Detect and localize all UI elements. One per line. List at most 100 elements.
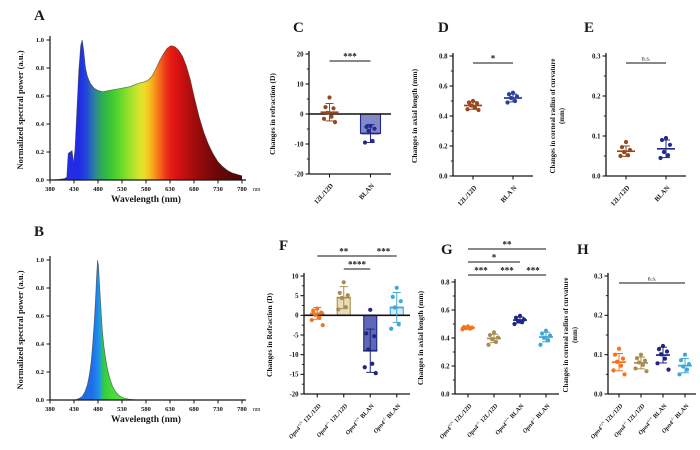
svg-text:**: ** — [503, 240, 513, 250]
svg-text:**: ** — [339, 247, 349, 257]
svg-text:20: 20 — [297, 51, 304, 58]
svg-text:0.8: 0.8 — [36, 285, 45, 292]
panel-c: C 20 10 0 -10 -20 12L/12D BLAN *** Changes in re… — [263, 18, 400, 233]
svg-text:-5: -5 — [293, 332, 299, 339]
panel-b-label: B — [34, 224, 45, 240]
panel-e-label: E — [584, 20, 595, 36]
svg-text:0.6: 0.6 — [36, 93, 45, 100]
svg-text:12L/12D: 12L/12D — [313, 183, 335, 206]
svg-text:n.s.: n.s. — [647, 276, 656, 283]
svg-text:780: 780 — [237, 186, 247, 193]
svg-text:nm: nm — [253, 407, 261, 413]
svg-text:530: 530 — [117, 406, 127, 413]
svg-text:1.0: 1.0 — [36, 257, 44, 264]
svg-text:***: *** — [474, 266, 488, 276]
panel-c-label: C — [293, 20, 304, 36]
svg-text:****: **** — [348, 260, 367, 270]
svg-text:0: 0 — [300, 111, 304, 118]
svg-text:630: 630 — [165, 406, 175, 413]
svg-text:0.3: 0.3 — [592, 53, 601, 60]
svg-text:-10: -10 — [294, 141, 304, 148]
svg-text:730: 730 — [213, 406, 223, 413]
panel-b: B 0.0 0.2 0.4 0.6 0.8 1.0 380 430 480 530 580 630 68… — [12, 224, 262, 444]
svg-text:Changes in refraction (D): Changes in refraction (D) — [268, 73, 277, 155]
svg-text:Changes in corneal radius of c: Changes in corneal radius of curvature — [563, 278, 570, 393]
svg-text:Wavelength (nm): Wavelength (nm) — [111, 194, 181, 205]
svg-text:Opn4-/- BLAN: Opn4-/- BLAN — [520, 401, 551, 435]
svg-text:0.4: 0.4 — [441, 335, 450, 342]
svg-text:0.2: 0.2 — [592, 93, 601, 100]
svg-text:0.4: 0.4 — [36, 121, 45, 128]
panel-g: G 0.8 0.6 0.4 0.2 0.0 Opn4+/+ 12L/12D Opn4-/- … — [415, 232, 563, 450]
svg-text:Opn4-/- BLAN: Opn4-/- BLAN — [371, 401, 402, 435]
svg-text:0.4: 0.4 — [439, 113, 448, 120]
svg-text:-20: -20 — [289, 391, 299, 398]
svg-text:0.0: 0.0 — [592, 173, 601, 180]
svg-text:780: 780 — [237, 406, 247, 413]
svg-text:***: *** — [343, 52, 357, 62]
svg-text:680: 680 — [189, 186, 199, 193]
svg-text:0.4: 0.4 — [36, 341, 45, 348]
panel-g-label: G — [441, 242, 453, 258]
svg-text:580: 580 — [141, 406, 151, 413]
panel-d: D 0.8 0.6 0.4 0.2 0.0 12L/12D BLA N * Changes in… — [403, 18, 545, 233]
svg-text:430: 430 — [69, 186, 79, 193]
svg-text:0.0: 0.0 — [594, 391, 603, 398]
svg-text:***: *** — [500, 266, 514, 276]
svg-text:730: 730 — [213, 186, 223, 193]
svg-text:BLAN: BLAN — [358, 183, 376, 202]
svg-text:0.1: 0.1 — [592, 133, 601, 140]
svg-text:***: *** — [377, 247, 391, 257]
svg-text:480: 480 — [93, 186, 103, 193]
svg-text:nm: nm — [253, 187, 261, 193]
svg-text:Changes in axial length (mm): Changes in axial length (mm) — [410, 68, 419, 163]
svg-text:*: * — [491, 54, 496, 64]
panel-d-chart: 0.8 0.6 0.4 0.2 0.0 12L/12D BLA N * Changes in a… — [410, 53, 533, 208]
svg-text:12L/12D: 12L/12D — [610, 185, 632, 208]
panel-a: A 0.0 0.2 0.4 0.6 0.8 1.0 380 430 480 530 580 630 68… — [12, 8, 262, 220]
svg-text:0.2: 0.2 — [36, 369, 44, 376]
svg-text:BLA N: BLA N — [500, 185, 519, 205]
panel-h: H 0.3 0.2 0.1 0.0 Opn4+/+ 12L/12D Opn4-/- 12L… — [560, 232, 700, 450]
svg-text:0.6: 0.6 — [36, 313, 45, 320]
svg-text:n.s.: n.s. — [641, 56, 650, 63]
svg-text:630: 630 — [165, 186, 175, 193]
panel-f: F 10 5 0 -5 -10 -15 -20 Opn4+/+ 12L/12D Opn4-/- … — [262, 232, 418, 450]
svg-text:*: * — [492, 253, 497, 263]
svg-text:-15: -15 — [289, 372, 299, 379]
svg-text:Wavelength (nm): Wavelength (nm) — [111, 414, 181, 425]
svg-text:10: 10 — [292, 273, 299, 280]
svg-text:10: 10 — [297, 81, 304, 88]
panel-h-label: H — [577, 242, 589, 258]
svg-text:-10: -10 — [289, 352, 299, 359]
svg-text:0.8: 0.8 — [439, 53, 448, 60]
svg-text:***: *** — [526, 266, 540, 276]
panel-e: E 0.3 0.2 0.1 0.0 12L/12D BLAN n.s. Changes in … — [548, 18, 698, 233]
svg-text:0.6: 0.6 — [441, 307, 450, 314]
svg-text:12L/12D: 12L/12D — [457, 185, 479, 208]
panel-c-chart: 20 10 0 -10 -20 12L/12D BLAN *** Changes in refr… — [268, 51, 391, 206]
panel-e-chart: 0.3 0.2 0.1 0.0 12L/12D BLAN n.s. Changes in co… — [550, 53, 686, 208]
panel-a-label: A — [34, 8, 45, 24]
svg-text:0.6: 0.6 — [439, 83, 448, 90]
svg-text:Changes in axial length (mm): Changes in axial length (mm) — [416, 290, 425, 385]
svg-text:680: 680 — [189, 406, 199, 413]
svg-text:380: 380 — [45, 186, 55, 193]
svg-text:1.0: 1.0 — [36, 37, 44, 44]
svg-text:0.2: 0.2 — [439, 143, 448, 150]
svg-text:(mm): (mm) — [572, 327, 579, 343]
svg-text:Changes in corneal radius of c: Changes in corneal radius of curvature — [550, 59, 557, 174]
svg-text:0.3: 0.3 — [594, 273, 603, 280]
svg-text:380: 380 — [45, 406, 55, 413]
svg-text:0: 0 — [295, 313, 299, 320]
svg-text:Changes in Refraction (D): Changes in Refraction (D) — [265, 293, 274, 377]
svg-text:0.0: 0.0 — [441, 391, 450, 398]
svg-text:0.8: 0.8 — [36, 65, 45, 72]
svg-text:5: 5 — [295, 293, 299, 300]
svg-text:430: 430 — [69, 406, 79, 413]
panel-f-label: F — [279, 238, 289, 254]
